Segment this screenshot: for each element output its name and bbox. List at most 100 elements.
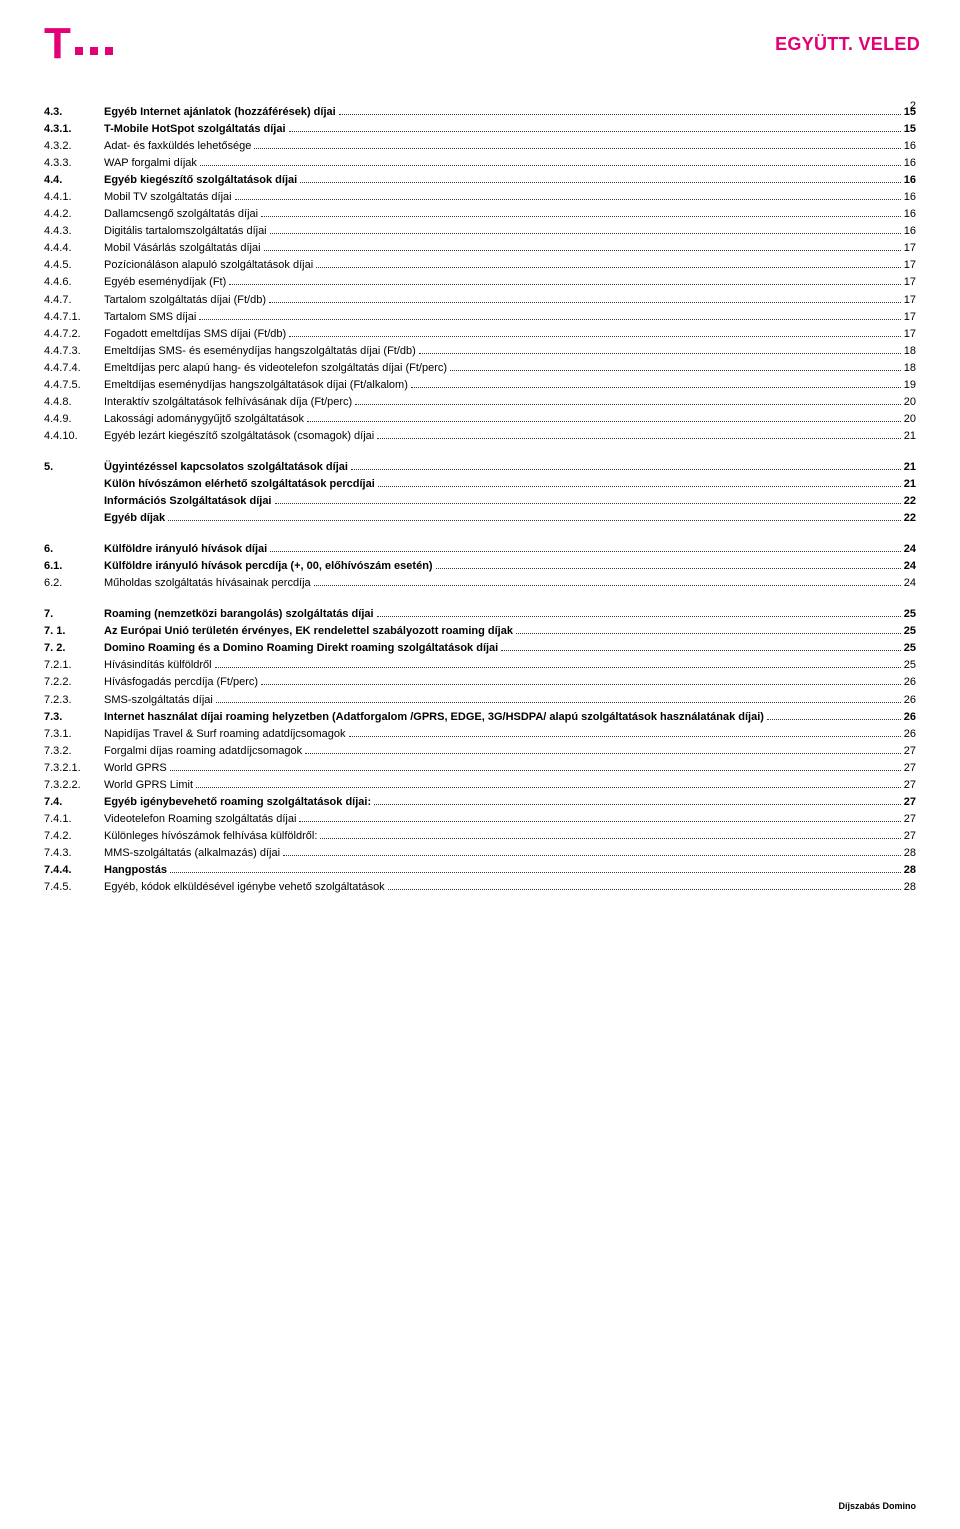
toc-leader-dots [235,199,901,200]
toc-title: Külön hívószámon elérhető szolgáltatások… [104,476,375,493]
toc-leader-dots [374,804,901,805]
toc-page: 17 [904,240,916,257]
toc-number: 7.4. [44,794,104,811]
toc-title: Egyéb, kódok elküldésével igénybe vehető… [104,879,385,896]
tagline: EGYÜTT. VELED [775,34,920,55]
toc-leader-dots [378,486,901,487]
toc-number: 4.4.7.3. [44,343,104,360]
toc-page: 22 [904,510,916,527]
toc-leader-dots [516,633,901,634]
toc-row: 4.3.Egyéb Internet ajánlatok (hozzáférés… [44,104,916,121]
logo-dot-icon [90,47,98,55]
toc-leader-dots [283,855,901,856]
toc-leader-dots [377,616,901,617]
toc-number: 7.4.1. [44,811,104,828]
toc-title: Mobil TV szolgáltatás díjai [104,189,232,206]
toc-title: Fogadott emeltdíjas SMS díjai (Ft/db) [104,326,286,343]
toc-number: 7.3.1. [44,726,104,743]
toc-leader-dots [355,404,901,405]
toc-leader-dots [501,650,901,651]
toc-page: 16 [904,223,916,240]
toc-number: 4.4.7. [44,292,104,309]
toc-leader-dots [275,503,901,504]
toc-title: SMS-szolgáltatás díjai [104,692,213,709]
toc-row: 7.3.2.Forgalmi díjas roaming adatdíjcsom… [44,743,916,760]
toc-number: 4.3. [44,104,104,121]
toc-row: 7.4.Egyéb igénybevehető roaming szolgált… [44,794,916,811]
toc-number: 7.3.2.2. [44,777,104,794]
page-header: T EGYÜTT. VELED [0,0,960,76]
toc-leader-dots [261,216,901,217]
toc-number: 7.4.5. [44,879,104,896]
toc-leader-dots [450,370,901,371]
toc-title: Egyéb Internet ajánlatok (hozzáférések) … [104,104,336,121]
toc-leader-dots [200,165,901,166]
toc-page: 25 [904,657,916,674]
toc-page: 17 [904,292,916,309]
toc-row: 6.Külföldre irányuló hívások díjai24 [44,541,916,558]
toc-title: Emeltdíjas eseménydíjas hangszolgáltatás… [104,377,408,394]
toc-page: 28 [904,862,916,879]
toc-leader-dots [216,702,901,703]
toc-title: Digitális tartalomszolgáltatás díjai [104,223,267,240]
toc-row: 5.Ügyintézéssel kapcsolatos szolgáltatás… [44,459,916,476]
toc-leader-dots [299,821,900,822]
toc-row: 7.2.3.SMS-szolgáltatás díjai26 [44,692,916,709]
toc-page: 16 [904,172,916,189]
toc-title: Egyéb kiegészítő szolgáltatások díjai [104,172,297,189]
toc-number: 7. [44,606,104,623]
toc-row: 7.4.3.MMS-szolgáltatás (alkalmazás) díja… [44,845,916,862]
toc-leader-dots [307,421,901,422]
toc-title: Ügyintézéssel kapcsolatos szolgáltatások… [104,459,348,476]
toc-title: Pozícionáláson alapuló szolgáltatások dí… [104,257,313,274]
toc-row: 4.4.4.Mobil Vásárlás szolgáltatás díjai1… [44,240,916,257]
toc-leader-dots [377,438,901,439]
toc-leader-dots [305,753,901,754]
toc-row: 4.3.3.WAP forgalmi díjak16 [44,155,916,172]
toc-title: World GPRS Limit [104,777,193,794]
toc-row: 4.4.7.1.Tartalom SMS díjai17 [44,309,916,326]
toc-title: Egyéb eseménydíjak (Ft) [104,274,226,291]
toc-title: Egyéb lezárt kiegészítő szolgáltatások (… [104,428,374,445]
logo-letter: T [44,22,69,66]
toc-row: 4.4.5.Pozícionáláson alapuló szolgáltatá… [44,257,916,274]
toc-page: 25 [904,623,916,640]
toc-title: Egyéb díjak [104,510,165,527]
toc-row: 7.4.4.Hangpostás28 [44,862,916,879]
toc-number: 4.4.2. [44,206,104,223]
toc-leader-dots [419,353,901,354]
toc-row: 4.4.7.Tartalom szolgáltatás díjai (Ft/db… [44,292,916,309]
toc-leader-dots [339,114,901,115]
toc-leader-dots [170,770,901,771]
toc-row: 7.4.2.Különleges hívószámok felhívása kü… [44,828,916,845]
toc-leader-dots [196,787,901,788]
toc-row: 4.4.7.3.Emeltdíjas SMS- és eseménydíjas … [44,343,916,360]
toc-title: Hívásindítás külföldről [104,657,212,674]
toc-number: 5. [44,459,104,476]
toc-title: Forgalmi díjas roaming adatdíjcsomagok [104,743,302,760]
toc-title: Hívásfogadás percdíja (Ft/perc) [104,674,258,691]
toc-leader-dots [316,267,901,268]
toc-title: World GPRS [104,760,167,777]
toc-title: T-Mobile HotSpot szolgáltatás díjai [104,121,286,138]
toc-leader-dots [289,131,901,132]
toc-row: 7.2.1.Hívásindítás külföldről25 [44,657,916,674]
toc-page: 18 [904,343,916,360]
toc-number: 4.4.7.2. [44,326,104,343]
toc-row: 7.Roaming (nemzetközi barangolás) szolgá… [44,606,916,623]
toc-number: 4.4.5. [44,257,104,274]
toc-number: 4.4.8. [44,394,104,411]
toc-title: Információs Szolgáltatások díjai [104,493,272,510]
toc-leader-dots [168,520,901,521]
toc-leader-dots [199,319,900,320]
toc-row: 6.1.Külföldre irányuló hívások percdíja … [44,558,916,575]
toc-page: 24 [904,575,916,592]
toc-block: 4.3.Egyéb Internet ajánlatok (hozzáférés… [44,104,916,445]
toc-number: 7.3.2.1. [44,760,104,777]
toc-page: 26 [904,709,916,726]
toc-title: Hangpostás [104,862,167,879]
toc-number: 4.4.7.1. [44,309,104,326]
toc-block: 6.Külföldre irányuló hívások díjai246.1.… [44,541,916,592]
toc-number: 4.4.6. [44,274,104,291]
toc-title: Roaming (nemzetközi barangolás) szolgált… [104,606,374,623]
